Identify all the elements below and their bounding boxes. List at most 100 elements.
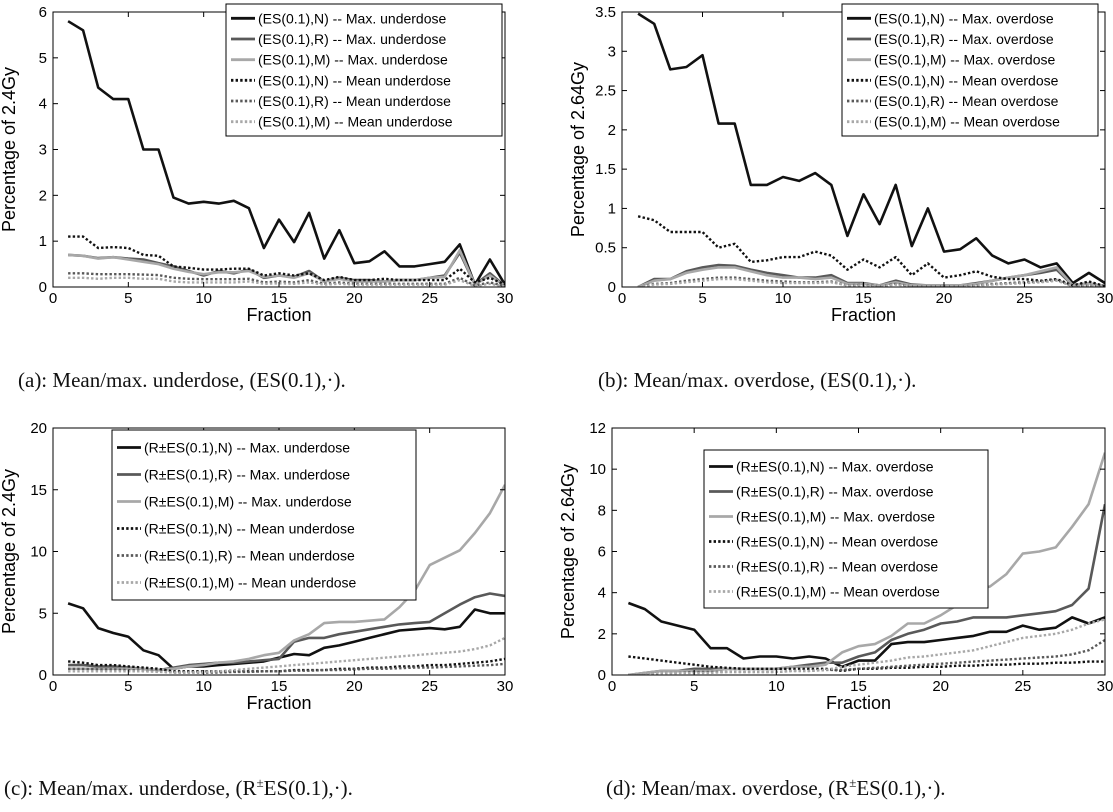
legend-label: (R±ES(0.1),R) -- Mean underdose [144,548,355,564]
x-tick-label: 5 [690,678,698,695]
y-tick-label: 10 [30,544,47,561]
x-tick-label: 0 [49,678,57,695]
x-axis-label: Fraction [826,693,891,713]
series-line-4 [68,235,505,286]
legend-label: (R±ES(0.1),R) -- Mean overdose [736,559,938,575]
series-line-1 [627,601,1105,669]
x-tick-label: 15 [271,678,288,695]
x-tick-label: 5 [124,678,132,695]
legend: (ES(0.1),N) -- Max. underdose (ES(0.1),R)… [225,3,503,137]
y-tick-label: 8 [598,502,606,519]
y-tick-label: 10 [589,461,606,478]
legend-label: (ES(0.1),N) -- Max. overdose [874,10,1054,26]
chart-panel-c: 0 5 10 15 20 25 30 0 5 10 15 20 Fraction Percentage o… [0,420,514,713]
series-line-6 [637,277,1105,287]
x-tick-label: 10 [775,290,792,307]
y-tick-label: 0 [39,667,47,684]
series-line-2 [68,251,505,287]
y-tick-label: 2 [39,187,47,204]
legend: (ES(0.1),N) -- Max. overdose (ES(0.1),R) … [841,3,1099,137]
y-axis-label: Percentage of 2.4Gy [0,469,19,634]
caption-d-suffix: ES(0.1),·). [856,776,946,800]
x-tick-label: 20 [932,678,949,695]
y-tick-label: 3.5 [595,4,616,21]
legend-box [111,429,417,601]
legend-label: (ES(0.1),N) -- Max. underdose [258,10,446,26]
y-tick-label: 2 [598,626,606,643]
series-group [67,20,505,287]
series-line-4 [628,655,1105,673]
y-tick-label: 4 [39,96,47,113]
y-tick-label: 12 [589,420,606,437]
legend-label: (ES(0.1),M) -- Mean overdose [874,114,1060,130]
y-axis-label: Percentage of 2.64Gy [568,62,588,237]
y-tick-label: 2 [608,122,616,139]
y-tick-label: 20 [30,420,47,437]
y-tick-label: 1 [608,200,616,217]
series-group [637,12,1105,287]
series-line-2 [68,592,505,672]
legend-box [703,449,989,609]
series-line-3 [68,249,505,287]
y-tick-label: 1.5 [595,161,616,178]
y-tick-label: 0 [608,279,616,296]
caption-a: (a): Mean/max. underdose, (ES(0.1),·). [18,368,346,392]
caption-d-sup: ± [849,775,857,790]
series-line-3 [68,484,505,672]
y-tick-label: 3 [608,43,616,60]
x-tick-label: 30 [1097,678,1113,695]
chart-panel-a: 0 5 10 15 20 25 30 0 1 2 3 4 5 6 Fraction Percentage of… [0,3,514,325]
legend: (R±ES(0.1),N) -- Max. underdose (R±ES(0.1… [111,429,417,601]
legend-label: (R±ES(0.1),R) -- Max. overdose [736,484,934,500]
y-tick-label: 1 [39,233,47,250]
legend-label: (ES(0.1),M) -- Mean underdose [258,114,453,130]
x-tick-label: 0 [618,290,626,307]
series-line-3 [637,266,1105,287]
legend-label: (ES(0.1),M) -- Max. overdose [874,52,1055,68]
series-line-6 [68,276,505,287]
series-line-2 [628,503,1105,675]
x-tick-label: 30 [497,678,514,695]
legend-label: (R±ES(0.1),N) -- Mean overdose [736,534,938,550]
chart-panel-d: 0 5 10 15 20 25 30 0 2 4 6 8 10 12 Fraction Percentage … [558,420,1113,713]
series-line-1 [67,602,505,671]
y-tick-label: 5 [39,605,47,622]
x-tick-label: 15 [850,678,867,695]
x-tick-label: 5 [124,290,132,307]
series-line-1 [637,12,1105,285]
x-tick-label: 10 [768,678,785,695]
caption-b: (b): Mean/max. overdose, (ES(0.1),·). [598,368,917,392]
x-tick-label: 30 [1097,290,1113,307]
legend-label: (ES(0.1),M) -- Max. underdose [258,52,448,68]
legend-label: (R±ES(0.1),M) -- Mean overdose [736,584,940,600]
legend-label: (ES(0.1),R) -- Mean overdose [874,93,1059,109]
x-axis-label: Fraction [831,305,896,325]
x-tick-label: 10 [195,678,212,695]
y-tick-label: 15 [30,482,47,499]
legend-label: (R±ES(0.1),M) -- Max. underdose [144,494,352,510]
x-tick-label: 15 [271,290,288,307]
y-tick-label: 0 [39,279,47,296]
y-axis-label: Percentage of 2.4Gy [0,67,19,232]
y-tick-label: 2.5 [595,83,616,100]
x-tick-label: 0 [608,678,616,695]
series-line-1 [67,20,505,287]
legend-label: (R±ES(0.1),N) -- Max. overdose [736,459,934,475]
x-tick-label: 25 [421,290,438,307]
caption-d: (d): Mean/max. overdose, (R±ES(0.1),·). [606,775,946,801]
series-group [627,452,1105,675]
x-tick-label: 20 [346,678,363,695]
caption-d-prefix: (d): Mean/max. overdose, (R [606,776,850,800]
series-line-5 [637,276,1105,287]
legend: (R±ES(0.1),N) -- Max. overdose (R±ES(0.1)… [703,449,989,609]
series-line-6 [68,636,505,674]
y-tick-label: 5 [39,50,47,67]
x-tick-label: 30 [497,290,514,307]
legend-label: (R±ES(0.1),M) -- Max. overdose [736,509,935,525]
legend-box [841,3,1099,137]
y-tick-label: 6 [598,544,606,561]
series-group [67,484,505,674]
x-tick-label: 25 [421,678,438,695]
x-axis-label: Fraction [246,693,311,713]
series-line-6 [628,618,1105,675]
